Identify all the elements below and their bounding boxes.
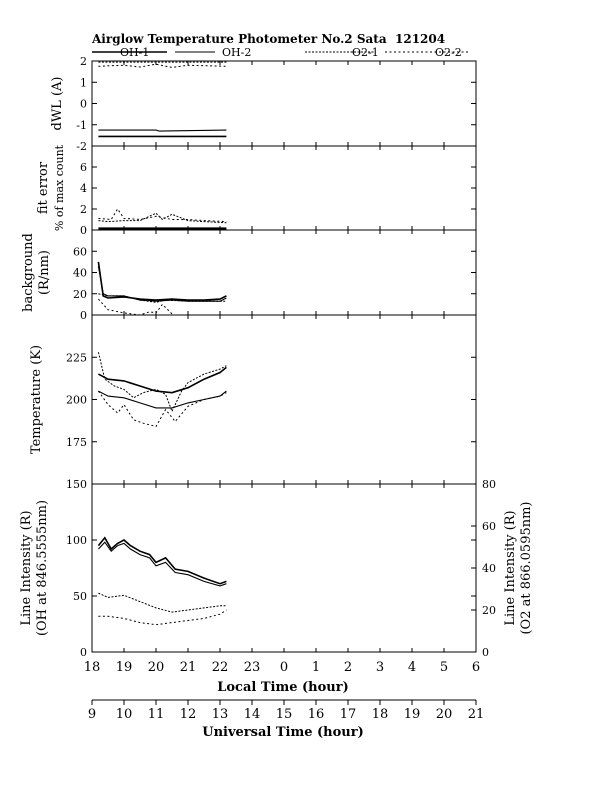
local-time-axis-label: Local Time (hour): [217, 680, 349, 695]
series-o2-2: [98, 208, 227, 223]
legend-label-oh-1: OH-1: [120, 46, 149, 59]
universal-time-tick-label: 11: [148, 707, 165, 722]
y-tick-label: 175: [66, 436, 87, 449]
chart-title: Airglow Temperature Photometer No.2 Sata: [91, 32, 387, 46]
local-time-tick-label: 20: [148, 660, 165, 675]
y-right-tick-label: 60: [482, 520, 496, 533]
y-axis-label: fit error: [36, 161, 51, 214]
universal-time-tick-label: 13: [212, 707, 229, 722]
series-oh-1: [97, 536, 227, 585]
date-code: 121204: [395, 32, 445, 46]
local-time-tick-label: 18: [84, 660, 101, 675]
y-right-tick-label: 40: [482, 562, 496, 575]
series-oh-2: [97, 541, 227, 587]
local-time-tick-label: 3: [376, 660, 384, 675]
y-tick-label: 0: [80, 646, 87, 659]
universal-time-tick-label: 9: [88, 707, 96, 722]
universal-time-tick-label: 12: [180, 707, 197, 722]
local-time-tick-label: 21: [180, 660, 197, 675]
y-axis-label: dWL (A): [50, 77, 65, 131]
panel-frame: [91, 145, 477, 231]
y-tick-label: 40: [73, 267, 87, 280]
y-right-tick-label: 80: [482, 478, 496, 491]
y-tick-label: 225: [66, 351, 87, 364]
series-oh-2: [98, 390, 227, 409]
universal-time-tick-label: 19: [404, 707, 421, 722]
y-axis-label-line2: % of max count: [53, 144, 66, 231]
panel-frame: [91, 229, 477, 316]
local-time-tick-label: 19: [116, 660, 133, 675]
panel-1: -2 -1 0 1 2 dWL (A): [50, 55, 477, 153]
series-o2-2: [98, 609, 227, 626]
panel-frame: [91, 60, 477, 147]
universal-time-tick-label: 17: [340, 707, 357, 722]
y-axis-label: Line Intensity (R): [19, 510, 34, 625]
local-time-tick-label: 2: [344, 660, 352, 675]
y-axis-label-line2: (R/nm): [37, 250, 52, 295]
panels: -2 -1 0 1 2 dWL (A) 0 2 4 6 fit error% of max coun…: [19, 55, 534, 659]
universal-time-tick-label: 10: [116, 707, 133, 722]
panel-4: 175 200 225 Temperature (K): [29, 314, 477, 485]
series-o2-2: [98, 63, 227, 68]
y-tick-label: 20: [73, 288, 87, 301]
legend-label-oh-2: OH-2: [222, 46, 251, 59]
local-time-tick-label: 23: [244, 660, 261, 675]
series-oh-1: [98, 366, 227, 394]
legend-label-o2-2: O2-2: [435, 46, 462, 59]
series-o2-1: [97, 352, 227, 413]
y-tick-label: -2: [76, 140, 87, 153]
series-o2-2: [97, 390, 227, 428]
series-o2-1: [98, 592, 227, 613]
universal-time-tick-label: 21: [468, 707, 485, 722]
y-right-tick-label: 0: [482, 646, 489, 659]
y-tick-label: 1: [80, 76, 87, 89]
universal-time-tick-label: 18: [372, 707, 389, 722]
y-tick-label: 6: [80, 161, 87, 174]
figure-header: Airglow Temperature Photometer No.2 Sata…: [91, 32, 470, 59]
panel-frame: [91, 483, 477, 653]
y-tick-label: 60: [73, 245, 87, 258]
local-time-tick-label: 5: [440, 660, 448, 675]
universal-time-axis-label: Universal Time (hour): [202, 725, 364, 740]
y-axis-label-line2: (OH at 846.5555nm): [35, 500, 50, 636]
universal-time-tick-label: 15: [276, 707, 293, 722]
y-axis-label: background: [21, 233, 36, 312]
local-time-tick-label: 0: [280, 660, 288, 675]
y-tick-label: -1: [76, 119, 87, 132]
y-tick-label: 0: [80, 309, 87, 322]
series-o2-1: [98, 212, 227, 224]
time-axes: Local Time (hour) Universal Time (hour) …: [84, 660, 485, 740]
legend: OH-1 OH-2 O2-1 O2-2: [92, 46, 470, 59]
y-tick-label: 0: [80, 98, 87, 111]
panel-frame: [91, 314, 477, 485]
y-right-axis-label-line2: (O2 at 866.0595nm): [519, 501, 534, 634]
y-tick-label: 0: [80, 224, 87, 237]
series-o2-2: [98, 298, 173, 316]
panel-3: 0 20 40 60 background (R/nm): [21, 229, 477, 322]
y-right-tick-label: 20: [482, 604, 496, 617]
universal-time-tick-label: 16: [308, 707, 325, 722]
y-tick-label: 50: [73, 590, 87, 603]
local-time-tick-label: 22: [212, 660, 229, 675]
y-tick-label: 2: [80, 203, 87, 216]
local-time-tick-label: 6: [472, 660, 480, 675]
y-tick-label: 4: [80, 182, 87, 195]
universal-time-tick-label: 20: [436, 707, 453, 722]
y-tick-label: 200: [66, 394, 87, 407]
legend-label-o2-1: O2-1: [352, 46, 379, 59]
y-tick-label: 150: [66, 478, 87, 491]
local-time-tick-label: 1: [312, 660, 320, 675]
series-oh-1: [97, 261, 227, 301]
y-axis-label: Temperature (K): [29, 345, 44, 454]
panel-2: 0 2 4 6 fit error% of max count: [36, 144, 477, 237]
local-time-tick-label: 4: [408, 660, 416, 675]
universal-time-tick-label: 14: [244, 707, 261, 722]
y-tick-label: 100: [66, 534, 87, 547]
series-oh-2: [98, 129, 227, 132]
y-right-axis-label: Line Intensity (R): [503, 510, 518, 625]
series-o2-1: [98, 293, 227, 303]
y-tick-label: 2: [80, 55, 87, 68]
